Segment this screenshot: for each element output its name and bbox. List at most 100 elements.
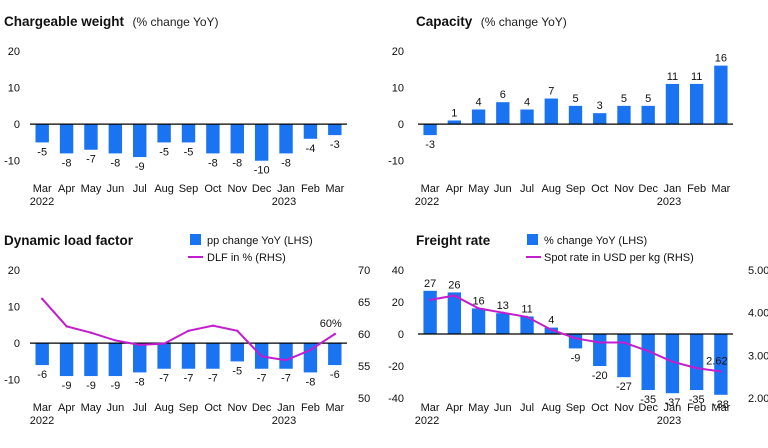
data-label: 4 (476, 97, 482, 109)
x-tick-label: Jul (133, 183, 147, 195)
panel-chargeable-weight: Chargeable weight (% change YoY) (4, 13, 219, 30)
y-tick-label: 40 (392, 265, 404, 277)
bar (108, 343, 123, 377)
data-label: 3 (597, 100, 603, 112)
bar (59, 124, 74, 154)
line-point (309, 348, 312, 352)
bar (665, 83, 680, 125)
x-year-label: 2023 (272, 196, 296, 208)
bar (520, 109, 534, 125)
x-tick-label: Jan (277, 183, 295, 195)
data-label: -5 (184, 146, 194, 158)
y2-tick-label: 70 (358, 265, 370, 277)
data-label: -8 (232, 157, 242, 169)
x-tick-label: Jul (520, 183, 534, 195)
x-tick-label: Feb (687, 183, 706, 195)
bar (714, 334, 728, 395)
x-tick-label: Mar (325, 183, 344, 195)
bar (689, 334, 704, 390)
y2-tick-label: 2.00 (748, 393, 768, 405)
line-point (622, 341, 626, 344)
line-point (646, 349, 650, 353)
x-tick-label: Sep (566, 183, 586, 195)
line-point (695, 366, 698, 370)
x-tick-label: Oct (591, 402, 608, 414)
data-label: -35 (640, 394, 656, 406)
y2-tick-label: 5.00 (748, 265, 768, 277)
bar (59, 343, 74, 377)
bar (230, 124, 244, 154)
x-tick-label: Nov (227, 183, 247, 195)
line-point (719, 370, 723, 373)
data-label: -8 (135, 376, 145, 388)
data-label: 16 (715, 53, 727, 65)
bar (84, 343, 98, 377)
bar (133, 343, 147, 373)
x-tick-label: Apr (58, 183, 75, 195)
x-tick-label: Sep (566, 402, 586, 414)
x-year-label: 2023 (657, 196, 681, 208)
x-tick-label: Dec (638, 183, 658, 195)
y-tick-label: 10 (8, 302, 20, 314)
y2-tick-label: 50 (358, 393, 370, 405)
data-label: -20 (592, 370, 608, 382)
data-label: -7 (184, 373, 194, 385)
x-tick-label: Feb (687, 402, 706, 414)
x-tick-label: Apr (446, 402, 463, 414)
data-label: 13 (497, 300, 509, 312)
bar (568, 105, 583, 125)
bar (496, 102, 510, 125)
chart-title: Dynamic load factor (4, 233, 134, 248)
x-tick-label: May (81, 402, 102, 414)
x-tick-label: Mar (711, 183, 730, 195)
x-tick-label: Mar (421, 183, 440, 195)
data-label: 4 (548, 315, 554, 327)
bar (423, 290, 437, 334)
y-tick-label: 10 (392, 83, 404, 95)
bar (84, 124, 98, 150)
bar (593, 334, 607, 366)
x-year-label: 2022 (415, 196, 439, 208)
bar (206, 343, 220, 369)
chart-title-main: Capacity (416, 14, 473, 29)
data-label: -37 (664, 397, 680, 409)
bar (447, 292, 462, 334)
chart-title: Chargeable weight (% change YoY) (4, 13, 219, 30)
panel-freight-rate: Freight rate % change YoY (LHS) Spot rat… (416, 233, 694, 264)
data-label: -4 (306, 143, 316, 155)
panel-dynamic-load-factor: Dynamic load factor pp change YoY (LHS) … (4, 233, 313, 264)
line-point (550, 328, 553, 331)
data-label: -38 (713, 399, 729, 411)
data-label: -7 (257, 373, 267, 385)
data-label: 11 (691, 71, 702, 83)
bar (133, 124, 147, 158)
plot-capacity: 20 10 0 -10 -3 1 4 6 4 7 5 3 5 5 11 11 16 Mar Apr May Jun Jul… (388, 46, 733, 208)
y-tick-label: -10 (388, 156, 404, 168)
legend-bar-swatch (190, 234, 201, 245)
x-year-label: 2022 (30, 196, 54, 208)
bar (496, 313, 510, 334)
y-tick-label: -20 (388, 361, 404, 373)
y-tick-label: 20 (392, 46, 404, 58)
plot-dlf: 20 10 0 -10 -6 -9 -9 -9 -8 -7 -7 -7 -5 -7 -7 -8 -6 Mar Apr… (4, 265, 370, 427)
bar (108, 124, 123, 154)
bar (665, 334, 680, 394)
bar (157, 124, 171, 143)
data-label: -8 (306, 376, 316, 388)
data-label: -35 (689, 394, 705, 406)
x-tick-label: Mar (421, 402, 440, 414)
bar (617, 105, 631, 125)
line-point (671, 360, 674, 363)
line-point (477, 307, 480, 310)
data-label: -9 (110, 380, 120, 392)
data-label: 27 (424, 278, 436, 290)
x-tick-label: Mar (711, 402, 730, 414)
data-label: -8 (62, 157, 72, 169)
x-tick-label: Jan (664, 402, 682, 414)
x-tick-label: May (468, 402, 489, 414)
data-label: -7 (208, 373, 218, 385)
data-label: -3 (330, 139, 340, 151)
line-point (260, 355, 263, 358)
bar (617, 334, 631, 378)
